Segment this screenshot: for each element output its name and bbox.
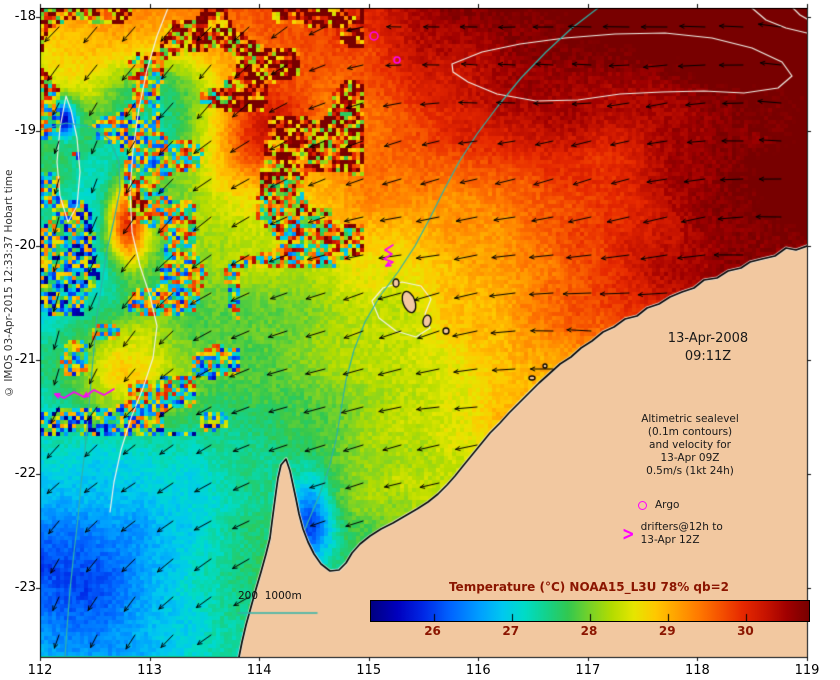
altimetric-legend: Altimetric sealevel (0.1m contours) and … xyxy=(619,413,761,478)
colorbar-title: Temperature (°C) NOAA15_L3U 78% qb=2 xyxy=(448,580,730,594)
x-tick-label: 117 xyxy=(575,663,601,678)
drifter-label: drifters@12h to 13-Apr 12Z xyxy=(641,521,723,547)
drifter-legend: > drifters@12h to 13-Apr 12Z xyxy=(622,521,723,547)
altimetric-line-1: Altimetric sealevel xyxy=(641,413,739,425)
colorbar-tick-label: 30 xyxy=(737,624,754,638)
drifter-label-line2: 13-Apr 12Z xyxy=(640,534,700,546)
x-tick-label: 119 xyxy=(794,663,820,678)
colorbar-tick-label: 28 xyxy=(580,624,598,638)
date-label: 13-Apr-2008 xyxy=(667,331,749,346)
argo-label: Argo xyxy=(655,499,680,511)
time-label: 09:11Z xyxy=(684,349,732,364)
altimetric-line-2: (0.1m contours) xyxy=(647,426,733,438)
x-tick-label: 115 xyxy=(356,663,382,678)
x-tick-label: 118 xyxy=(685,663,710,678)
drifter-arrow-icon: > xyxy=(622,522,635,545)
y-tick-label: -22 xyxy=(14,466,36,482)
y-tick-label: -21 xyxy=(14,351,36,367)
y-tick-label: -20 xyxy=(14,237,36,253)
y-tick-label: -23 xyxy=(14,580,36,596)
argo-legend: Argo xyxy=(638,499,679,511)
x-tick-label: 116 xyxy=(465,663,491,678)
x-tick-label: 114 xyxy=(246,663,272,678)
argo-marker-icon xyxy=(638,500,647,510)
colorbar-tick-label: 29 xyxy=(658,624,676,638)
x-tick-label: 112 xyxy=(27,663,53,678)
altimetric-line-4: 13-Apr 09Z xyxy=(660,452,720,464)
colorbar-canvas xyxy=(370,600,810,622)
colorbar-tick-label: 27 xyxy=(502,624,520,638)
bathymetry-legend-label: 200 1000m xyxy=(238,590,302,602)
drifter-label-line1: drifters@12h to xyxy=(640,521,723,533)
datetime-annotation: 13-Apr-2008 09:11Z xyxy=(646,330,770,366)
y-tick-label: -18 xyxy=(14,9,36,25)
altimetric-line-5: 0.5m/s (1kt 24h) xyxy=(646,465,734,477)
y-tick-label: -19 xyxy=(14,123,36,139)
colorbar-tick-label: 26 xyxy=(424,624,441,638)
x-tick-label: 113 xyxy=(137,663,162,678)
altimetric-line-3: and velocity for xyxy=(649,439,731,451)
